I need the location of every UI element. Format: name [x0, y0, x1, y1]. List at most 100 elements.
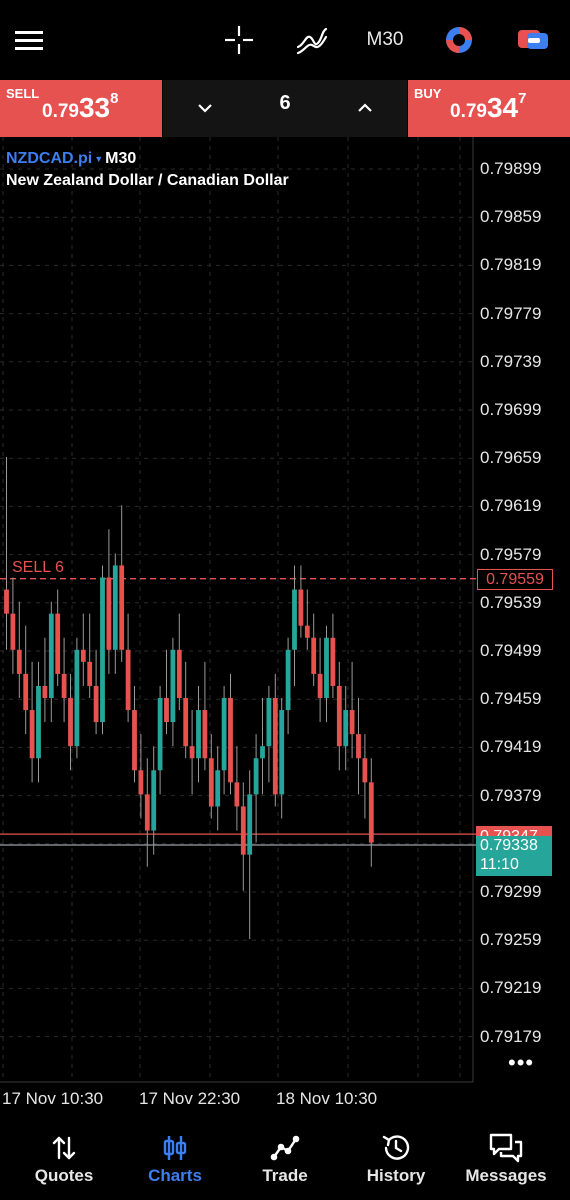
- indicators-icon[interactable]: [294, 20, 330, 60]
- symbol-header[interactable]: NZDCAD.pi ▼ M30: [6, 150, 136, 168]
- candle-body: [29, 710, 35, 759]
- candle-body: [362, 758, 368, 783]
- candle-body: [119, 565, 125, 650]
- candle-body: [23, 673, 29, 711]
- time-axis-label: 18 Nov 10:30: [276, 1089, 378, 1108]
- symbol-description: New Zealand Dollar / Canadian Dollar: [6, 172, 289, 189]
- candle-body: [93, 685, 99, 723]
- price-axis-label: 0.79259: [480, 930, 542, 950]
- crosshair-icon[interactable]: [222, 20, 256, 60]
- one-click-trading-icon[interactable]: [516, 20, 550, 60]
- candle-body: [247, 794, 253, 855]
- time-axis-label: 17 Nov 10:30: [2, 1089, 104, 1108]
- ask-price-tag: 0.79347: [476, 826, 552, 838]
- one-click-trade-panel: SELL 0.79338 6 BUY 0.79347: [0, 80, 570, 137]
- buy-price: 0.79347: [450, 90, 527, 123]
- chevron-down-icon[interactable]: ▼: [94, 153, 104, 164]
- candle-body: [144, 794, 150, 831]
- price-axis-label: 0.79459: [480, 689, 542, 709]
- price-chart[interactable]: [0, 137, 570, 1087]
- objects-icon[interactable]: [442, 20, 476, 60]
- candle-body: [311, 637, 317, 674]
- candle-body: [189, 746, 195, 759]
- nav-messages[interactable]: Messages: [449, 1122, 563, 1200]
- candle-body: [55, 613, 61, 674]
- position-line-label[interactable]: SELL 6: [12, 559, 64, 576]
- sell-price: 0.79338: [42, 90, 119, 123]
- volume-decrease-icon[interactable]: [185, 90, 225, 126]
- price-axis-label: 0.79499: [480, 641, 542, 660]
- nav-history[interactable]: History: [339, 1122, 453, 1200]
- candle-body: [100, 577, 105, 723]
- sell-button[interactable]: SELL 0.79338: [0, 80, 162, 137]
- candle-body: [298, 589, 304, 626]
- candle-body: [272, 697, 278, 795]
- nav-charts[interactable]: Charts: [118, 1122, 232, 1200]
- candle-body: [208, 758, 214, 807]
- price-axis-label: 0.79379: [480, 785, 542, 805]
- volume-selector: 6: [163, 80, 407, 137]
- candle-body: [42, 685, 48, 698]
- candle-body: [356, 734, 361, 759]
- price-axis-label: 0.79419: [480, 737, 542, 757]
- candle-body: [10, 613, 16, 650]
- candle-body: [68, 697, 73, 747]
- symbol-ticker[interactable]: NZDCAD.pi: [6, 150, 93, 167]
- candle-body: [279, 710, 285, 795]
- price-axis-label: 0.79579: [480, 544, 542, 564]
- candle-body: [138, 770, 144, 795]
- candle-body: [260, 746, 265, 759]
- price-axis-label: 0.79699: [480, 400, 542, 419]
- candle-body: [48, 613, 54, 698]
- candle-body: [349, 710, 355, 735]
- candle-body: [170, 649, 176, 723]
- trade-icon: [228, 1132, 342, 1164]
- price-axis-label: 0.79859: [480, 207, 542, 227]
- price-axis-label: 0.79819: [480, 255, 542, 275]
- timeframe-button[interactable]: M30: [366, 29, 404, 50]
- volume-value[interactable]: 6: [279, 92, 291, 114]
- price-axis-label: 0.79219: [480, 978, 542, 998]
- bid-price-value: 0.79338: [480, 837, 538, 854]
- candle-body: [80, 649, 86, 662]
- candle-body: [285, 649, 291, 711]
- candle-body: [221, 697, 227, 771]
- candle-body: [215, 770, 221, 807]
- candle-body: [202, 710, 208, 759]
- buy-label: BUY: [414, 86, 442, 101]
- position-price-tag: 0.79559: [477, 569, 553, 590]
- bottom-navigation: Quotes Charts Trade History Messages: [0, 1122, 570, 1200]
- hamburger-icon[interactable]: [10, 20, 48, 60]
- bid-price-tag: 0.79338 11:10: [476, 836, 552, 876]
- candle-body: [132, 710, 137, 771]
- nav-quotes[interactable]: Quotes: [7, 1122, 121, 1200]
- candle-body: [164, 697, 169, 723]
- messages-icon: [449, 1132, 563, 1164]
- buy-button[interactable]: BUY 0.79347: [408, 80, 570, 137]
- candle-body: [343, 710, 349, 747]
- sell-label: SELL: [6, 86, 40, 101]
- candle-body: [112, 565, 118, 650]
- candle-body: [74, 649, 80, 747]
- price-axis-label: 0.79299: [480, 882, 542, 901]
- price-axis-label: 0.79739: [480, 351, 542, 371]
- candle-body: [183, 697, 189, 747]
- nav-trade[interactable]: Trade: [228, 1122, 342, 1200]
- candle-body: [157, 697, 163, 771]
- symbol-timeframe: M30: [105, 150, 137, 167]
- candle-body: [87, 661, 93, 686]
- candle-body: [368, 782, 374, 843]
- candle-body: [330, 637, 336, 686]
- candle-body: [304, 625, 310, 638]
- candle-body: [196, 710, 201, 759]
- price-axis-label: 0.79899: [480, 159, 542, 178]
- candle-body: [16, 649, 22, 674]
- candle-body: [336, 685, 342, 747]
- price-axis-label: 0.79779: [480, 303, 542, 323]
- candle-body: [106, 577, 112, 650]
- volume-increase-icon[interactable]: [345, 90, 385, 126]
- more-options-icon[interactable]: •••: [508, 1050, 535, 1075]
- candle-body: [36, 685, 41, 759]
- candle-body: [61, 673, 67, 698]
- candle-body: [228, 697, 233, 783]
